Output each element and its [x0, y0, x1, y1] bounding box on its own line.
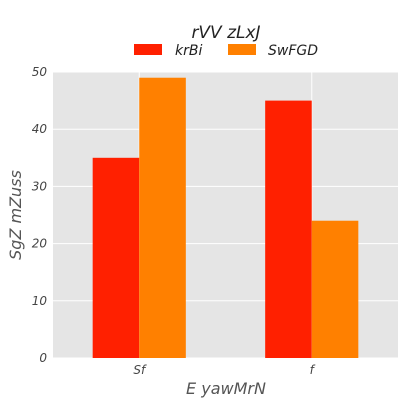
y-tick-label-5: 50 — [32, 65, 48, 79]
legend: krBi SwFGD — [134, 43, 318, 59]
y-tick-label-3: 30 — [32, 179, 48, 193]
x-axis-ticks: Sf f — [133, 363, 315, 377]
legend-swatch-swfgd — [228, 44, 256, 55]
y-axis-ticks: 0 10 20 30 40 50 — [32, 65, 48, 365]
x-tick-label-0: Sf — [133, 363, 147, 377]
y-axis-label: SgZ mZuss — [6, 170, 25, 260]
y-tick-label-4: 40 — [32, 122, 48, 136]
y-tick-label-1: 10 — [32, 294, 48, 308]
legend-label-swfgd: SwFGD — [268, 43, 318, 59]
y-tick-label-0: 0 — [39, 351, 47, 365]
y-tick-label-2: 20 — [32, 237, 48, 251]
x-axis-label: E yawMrN — [186, 379, 266, 398]
x-tick-label-1: f — [310, 363, 316, 377]
bar-krBi-f — [265, 100, 312, 358]
bars — [92, 77, 359, 358]
legend-label-krbi: krBi — [175, 43, 202, 59]
bar-krBi-Sf — [92, 157, 140, 358]
bar-SwFGD-Sf — [139, 77, 186, 358]
bar-SwFGD-f — [311, 220, 359, 358]
legend-swatch-krbi — [134, 44, 162, 55]
chart-title: rVV zLxJ — [191, 23, 260, 43]
